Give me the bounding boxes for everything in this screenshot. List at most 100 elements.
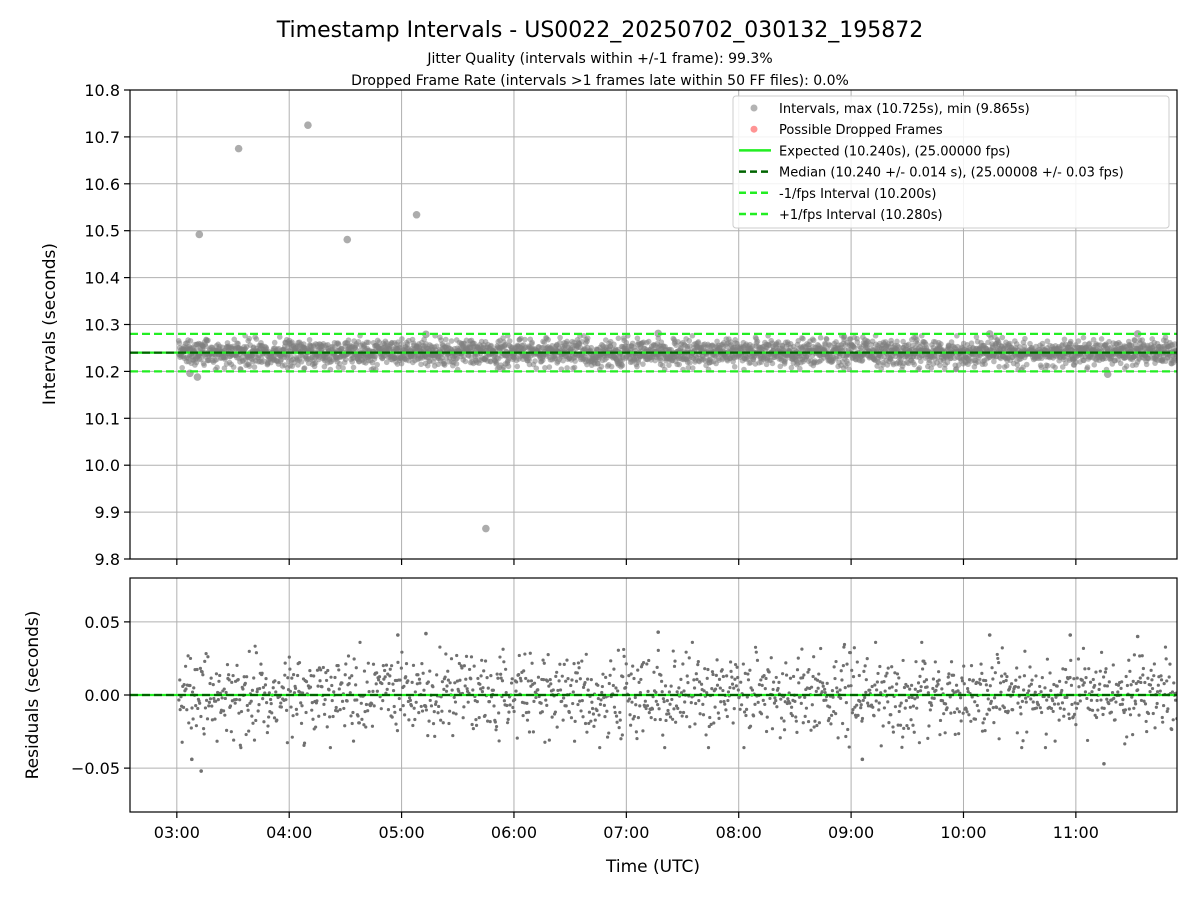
residual-point [315, 699, 319, 703]
residual-point [889, 713, 893, 717]
residual-point [1082, 681, 1086, 685]
residual-point [731, 721, 735, 725]
residual-point [744, 713, 748, 718]
residual-point [1155, 701, 1159, 706]
interval-point [1123, 363, 1130, 369]
residual-point [273, 679, 277, 683]
residual-point [220, 696, 224, 700]
residual-point [547, 684, 551, 688]
interval-point [374, 361, 380, 368]
residual-outlier-point [1135, 634, 1140, 639]
residual-point [391, 689, 396, 693]
residual-point [779, 697, 783, 701]
interval-point [763, 361, 770, 368]
residual-point [223, 713, 227, 717]
residual-point [882, 680, 886, 684]
residual-point [665, 699, 669, 703]
residual-point [350, 721, 354, 726]
residual-point [736, 675, 740, 680]
residual-point [635, 736, 639, 741]
residual-point [279, 705, 283, 709]
residual-point [874, 699, 878, 703]
residual-point [1022, 674, 1027, 678]
residual-point [890, 685, 894, 689]
residual-point [697, 680, 702, 684]
residual-point [442, 687, 446, 691]
residual-point [1006, 709, 1010, 713]
residual-point [847, 745, 851, 749]
residual-point [616, 689, 620, 693]
residual-point [1139, 698, 1144, 703]
residual-point [1121, 697, 1125, 702]
residual-point [407, 718, 411, 722]
residual-point [300, 704, 304, 708]
intervals-panel: 9.89.910.010.110.210.310.410.510.610.710… [40, 81, 1178, 569]
residual-point [319, 668, 323, 672]
residual-point [903, 706, 907, 710]
interval-point [493, 359, 500, 366]
interval-point [365, 339, 372, 346]
interval-point [251, 364, 258, 370]
residual-point [1043, 686, 1047, 690]
residual-point [562, 662, 566, 666]
residual-point [952, 710, 957, 714]
residual-point [324, 678, 329, 683]
residual-point [607, 681, 611, 686]
residual-point [1028, 665, 1032, 669]
residual-point [565, 658, 569, 662]
residual-point [784, 661, 788, 665]
residual-point [704, 733, 708, 737]
residual-point [1151, 711, 1155, 716]
residual-point [214, 672, 219, 676]
residual-point [254, 718, 258, 723]
interval-point [928, 365, 934, 371]
interval-point [571, 364, 578, 371]
residual-point [450, 688, 454, 692]
residual-point [178, 707, 182, 712]
interval-point [462, 358, 469, 365]
interval-point [526, 357, 532, 363]
residual-point [629, 723, 633, 727]
residual-point [916, 681, 921, 685]
residual-point [809, 728, 813, 732]
interval-outlier-point [343, 235, 352, 244]
residual-point [466, 700, 470, 704]
residual-point [206, 655, 210, 659]
residual-point [295, 712, 299, 716]
residual-point [879, 691, 883, 695]
residual-point [829, 713, 834, 717]
residual-point [1113, 718, 1117, 722]
residual-point [1008, 685, 1012, 689]
residual-point [587, 721, 591, 726]
residual-point [536, 688, 540, 692]
residual-point [560, 674, 564, 678]
interval-point [441, 362, 448, 368]
residual-point [942, 712, 946, 716]
residual-point [978, 682, 983, 686]
residual-point [481, 686, 485, 690]
residual-point [625, 681, 629, 685]
residual-point [846, 727, 850, 732]
residual-point [310, 701, 314, 705]
residual-point [647, 710, 651, 715]
residual-point [803, 695, 807, 699]
intervals-y-tick-label: 10.0 [84, 456, 120, 475]
residual-point [267, 715, 271, 719]
residual-point [622, 647, 626, 652]
residual-point [398, 708, 403, 712]
residual-point [586, 688, 590, 692]
interval-point [611, 341, 617, 348]
residual-point [838, 688, 842, 692]
residual-outlier-point [656, 630, 660, 634]
residual-point [911, 704, 915, 708]
interval-point [214, 364, 220, 371]
residual-point [994, 705, 999, 710]
residual-point [527, 710, 531, 714]
residual-point [583, 721, 588, 726]
residual-point [931, 677, 936, 681]
residual-point [1091, 677, 1095, 682]
residual-point [624, 685, 628, 690]
residual-point [829, 722, 833, 726]
residual-point [717, 716, 721, 720]
residual-point [817, 721, 821, 725]
